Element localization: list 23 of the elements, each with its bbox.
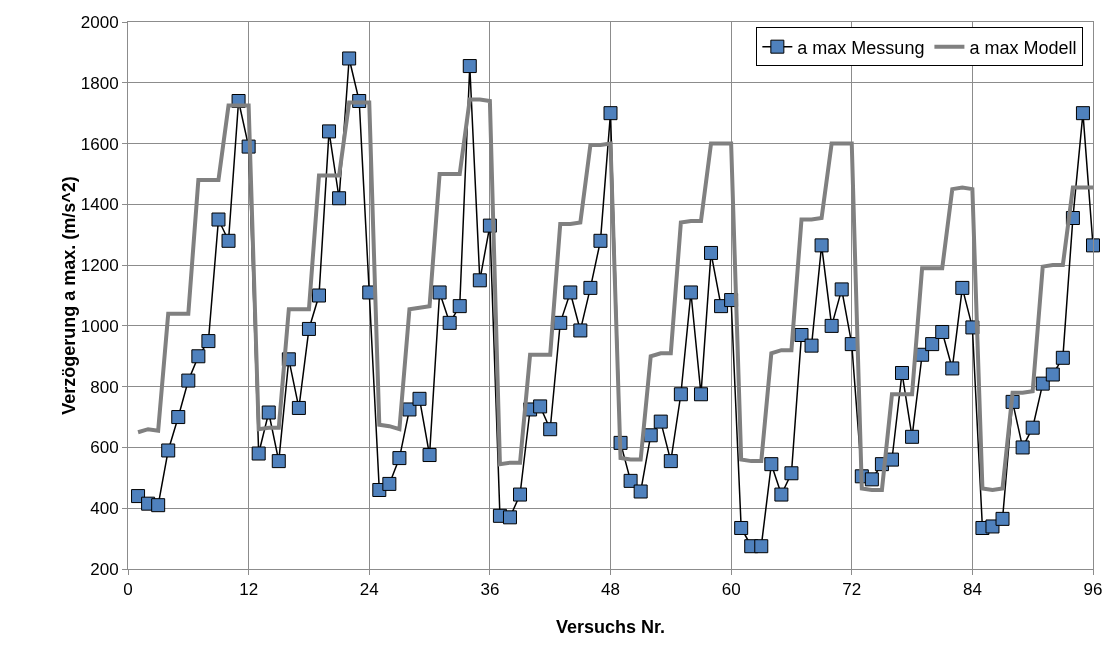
y-tick-label: 1000 (80, 316, 119, 336)
y-tick-label: 400 (90, 499, 119, 519)
x-tick-label: 96 (1083, 580, 1103, 600)
y-tick-label: 1800 (80, 73, 119, 93)
y-tick-label: 1400 (80, 195, 119, 215)
legend-label: a max Modell (969, 37, 1077, 58)
x-tick-label: 72 (842, 580, 862, 600)
x-tick-label: 48 (601, 580, 620, 600)
x-tick-label: 84 (962, 580, 982, 600)
y-tick-label: 2000 (80, 12, 119, 32)
legend-label: a max Messung (797, 37, 925, 58)
y-tick-label: 600 (90, 438, 119, 458)
y-tick-label: 200 (90, 559, 119, 579)
x-tick-label: 36 (480, 580, 500, 600)
x-tick-label: 60 (721, 580, 741, 600)
x-tick-label: 0 (123, 580, 133, 600)
y-tick-label: 1200 (80, 256, 119, 276)
y-tick-label: 1600 (80, 134, 119, 154)
y-axis-title: Verzögerung a max. (m/s^2) (58, 176, 79, 415)
y-tick-label: 800 (90, 377, 119, 397)
x-axis-title: Versuchs Nr. (555, 617, 666, 637)
x-tick-label: 12 (239, 580, 259, 600)
x-tick-label: 24 (359, 580, 379, 600)
